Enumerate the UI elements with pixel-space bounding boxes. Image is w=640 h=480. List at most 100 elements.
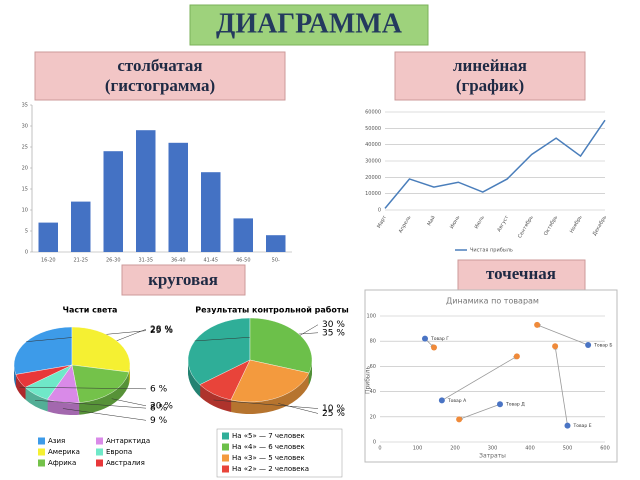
point [431, 344, 437, 351]
legend-swatch [38, 437, 45, 445]
x-tick-label: Ноябрь [569, 215, 584, 235]
bar [266, 235, 286, 252]
y-tick-label: 20 [22, 166, 28, 172]
leader-line [19, 386, 147, 390]
y-tick-label: 10 [22, 208, 28, 214]
point [513, 353, 520, 360]
y-tick-label: 0 [373, 440, 376, 446]
x-tick-label: 200 [450, 446, 460, 452]
leader-line [35, 400, 147, 409]
bar [103, 151, 123, 252]
x-tick-label: 50- [272, 258, 280, 264]
leader-line [62, 408, 147, 421]
bar [136, 130, 156, 252]
point [438, 397, 445, 404]
legend-label: Австралия [106, 459, 145, 467]
point-label: Товар А [447, 398, 467, 404]
legend-swatch [96, 437, 103, 445]
bar [233, 218, 253, 252]
x-tick-label: Июнь [449, 215, 461, 230]
x-tick-label: 300 [488, 446, 498, 452]
legend-swatch [96, 459, 103, 467]
value-label: 6 % [150, 384, 168, 394]
y-tick-label: 35 [22, 103, 28, 109]
chart-title: Динамика по товарам [446, 297, 539, 306]
x-tick-label: Октябрь [543, 215, 559, 237]
label: круговая [148, 270, 218, 289]
label-box [34, 51, 286, 101]
y-tick-label: 60 [370, 364, 376, 370]
legend-swatch [222, 443, 229, 451]
legend-label: Америка [48, 448, 80, 456]
pie-slice [199, 359, 251, 401]
value-label: 25 % [322, 409, 345, 419]
x-tick-label: 36-40 [171, 258, 186, 264]
label: (гистограмма) [105, 76, 215, 95]
bar [71, 201, 91, 252]
value-label: 20 % [150, 401, 173, 411]
y-tick-label: 20000 [365, 175, 381, 181]
point [564, 422, 571, 429]
x-tick-label: Апрель [398, 215, 413, 235]
legend-label: Азия [48, 437, 65, 445]
pie-slice [71, 364, 130, 403]
x-tick-label: 16-20 [41, 258, 56, 264]
point [456, 416, 463, 423]
label: (график) [456, 76, 524, 95]
label-box [394, 51, 586, 101]
scatter-frame [364, 289, 618, 463]
x-tick-label: Июль [474, 215, 486, 230]
y-tick-label: 50000 [365, 126, 381, 132]
point-label: Товар Е [573, 423, 592, 429]
legend-label: Чистая прибыль [470, 248, 513, 254]
point [497, 401, 503, 408]
leader-line [300, 324, 319, 336]
legend-label: На «4» — 6 человек [232, 443, 305, 451]
legend-swatch [222, 432, 229, 440]
label: столбчатая [117, 56, 202, 75]
x-tick-label: 46-50 [236, 258, 251, 264]
pie-slice [71, 326, 131, 373]
x-tick-label: 0 [378, 446, 381, 452]
x-tick-label: 41-45 [203, 258, 218, 264]
x-axis-label: Затраты [479, 453, 506, 460]
x-tick-label: 31-35 [138, 258, 153, 264]
point [585, 341, 592, 348]
leader-line [111, 398, 147, 407]
y-tick-label: 100 [366, 314, 376, 320]
label: точечная [486, 264, 556, 283]
point [534, 321, 541, 328]
legend-swatch [222, 454, 229, 462]
value-label: 8 % [150, 404, 168, 414]
y-tick-label: 40000 [365, 142, 381, 148]
y-tick-label: 30000 [365, 159, 381, 165]
value-label: 35 % [322, 328, 345, 338]
legend-swatch [38, 459, 45, 467]
value-label: 9 % [150, 416, 168, 426]
value-label: 10 % [322, 404, 345, 414]
arrow [458, 403, 501, 421]
y-tick-label: 20 [370, 414, 376, 420]
bar [168, 142, 188, 252]
y-tick-label: 80 [370, 339, 376, 345]
y-tick-label: 30 [22, 124, 28, 130]
pie-slice [230, 359, 310, 403]
x-tick-label: 21-25 [73, 258, 88, 264]
legend-label: На «3» — 5 человек [232, 454, 305, 462]
point-label: Товар Б [593, 342, 612, 348]
x-tick-label: 26-30 [106, 258, 121, 264]
legend-swatch [38, 448, 45, 456]
bar [201, 172, 221, 252]
bar [38, 222, 58, 252]
x-tick-label: 400 [525, 446, 535, 452]
label-box [121, 264, 246, 296]
y-axis-label: Прибыль [365, 366, 372, 394]
y-tick-label: 25 [22, 145, 28, 151]
legend-label: На «5» — 7 человек [232, 432, 305, 440]
title-box [189, 4, 429, 46]
legend-swatch [96, 448, 103, 456]
point-label: Товар Г [430, 336, 449, 342]
value-label: 30 % [322, 320, 345, 330]
point-label: Товар Д [505, 402, 525, 408]
